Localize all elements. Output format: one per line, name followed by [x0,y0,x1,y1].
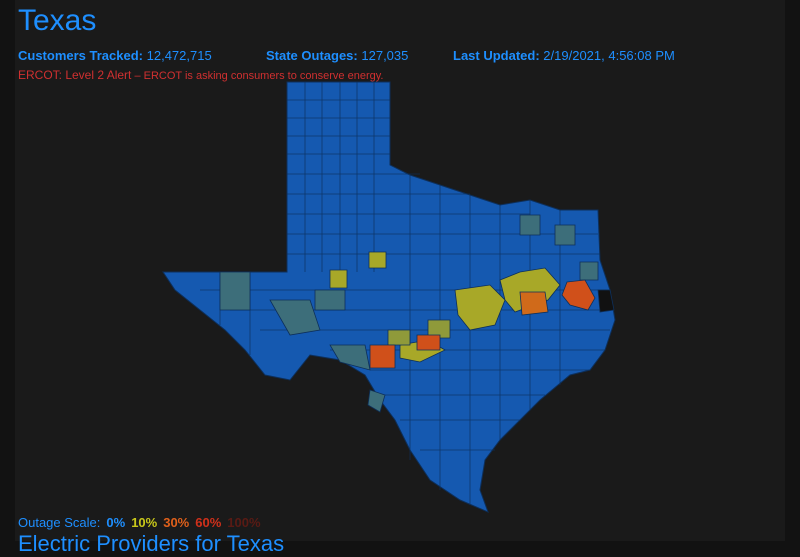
legend-step: 60% [195,515,222,530]
stat-label: Customers Tracked: [18,48,143,63]
stat-value: 12,472,715 [146,48,212,63]
outage-areas [219,214,615,413]
stat-value: 2/19/2021, 4:56:08 PM [543,48,675,63]
stat-label: State Outages: [266,48,358,63]
stat-value: 127,035 [361,48,409,63]
alert: ERCOT: Level 2 Alert – ERCOT is asking c… [18,68,383,82]
stat-label: Last Updated: [453,48,540,63]
legend-step: 10% [131,515,158,530]
legend-step: 30% [163,515,190,530]
legend-step: 100% [227,515,261,530]
stat: State Outages: 127,035 [266,48,408,63]
title: Texas [18,4,97,37]
map [162,81,616,513]
page: Texas Customers Tracked: 12,472,715 State… [18,4,675,556]
footer-heading: Electric Providers for Texas [18,531,285,556]
stat: Customers Tracked: 12,472,715 [18,48,212,63]
legend-step: 0% [106,515,126,530]
texas-map [162,81,616,513]
legend-label: Outage Scale: [18,515,101,530]
alert-title: ERCOT: Level 2 Alert [18,68,132,82]
alert-message: – ERCOT is asking consumers to conserve … [131,70,384,82]
stat: Last Updated: 2/19/2021, 4:56:08 PM [453,48,675,63]
legend: Outage Scale: 0% 10% 30% 60% 100% [18,515,261,530]
